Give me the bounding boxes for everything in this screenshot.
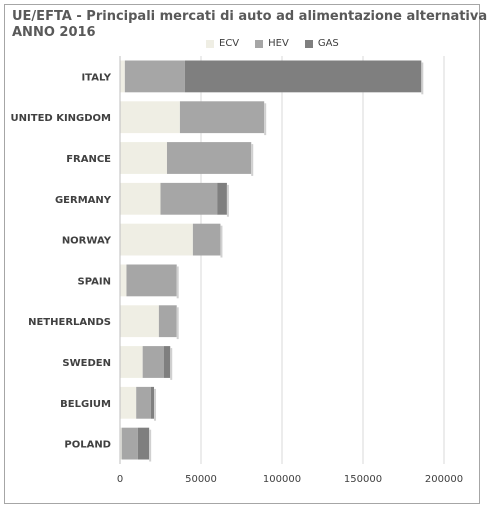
bar-shadow (176, 307, 179, 340)
bar-segment-hev (121, 427, 138, 460)
bar-shadow (170, 348, 173, 380)
chart-title: UE/EFTA - Principali mercati di auto ad … (12, 9, 487, 41)
bar-shadow (149, 429, 152, 462)
bar-segment-hev (166, 142, 252, 174)
chart-title-line1: UE/EFTA - Principali mercati di auto ad … (12, 9, 487, 24)
bar-segment-hev (126, 264, 177, 297)
bar-segment-ecv (120, 264, 127, 297)
category-label: BELGIUM (60, 399, 111, 410)
chart-legend: ECV HEV GAS (206, 38, 339, 49)
bar-segment-hev (179, 101, 265, 134)
category-label: NORWAY (62, 236, 112, 247)
x-tick-label: 100000 (263, 474, 301, 485)
bar-shadow (226, 184, 229, 217)
bar-segment-ecv (120, 223, 193, 256)
x-tick-label: 50000 (185, 474, 217, 485)
category-label: SWEDEN (62, 358, 111, 369)
legend-item-hev: HEV (255, 38, 289, 49)
bar-segment-hev (136, 386, 151, 419)
bar-segment-gas (163, 346, 171, 378)
legend-swatch-hev (255, 39, 264, 48)
category-label: GERMANY (55, 195, 112, 206)
bar-segment-ecv (120, 101, 180, 134)
category-label: UNITED KINGDOM (11, 113, 111, 124)
bar-segment-ecv (120, 305, 159, 338)
legend-swatch-ecv (206, 39, 214, 48)
bar-shadow (251, 144, 254, 176)
legend-item-ecv: ECV (206, 38, 239, 49)
bar-segment-ecv (120, 182, 161, 215)
bar-segment-gas (150, 386, 155, 419)
category-label: POLAND (64, 440, 111, 451)
legend-label-hev: HEV (268, 38, 289, 49)
category-label: SPAIN (78, 276, 111, 287)
chart-title-line2: ANNO 2016 (12, 25, 96, 40)
x-tick-label: 150000 (344, 474, 382, 485)
bar-shadow (421, 62, 424, 95)
legend-swatch-gas (304, 39, 313, 48)
bar-segment-hev (124, 60, 185, 93)
bar-shadow (220, 225, 223, 258)
legend-label-ecv: ECV (219, 38, 240, 49)
bar-shadow (176, 266, 179, 299)
bar-segment-ecv (120, 60, 125, 93)
legend-item-gas: GAS (304, 38, 339, 49)
category-label: NETHERLANDS (28, 317, 111, 328)
category-label: ITALY (81, 72, 111, 83)
bar-segment-hev (192, 223, 221, 256)
bar-segment-gas (184, 60, 422, 93)
bar-segment-ecv (120, 346, 143, 378)
bar-shadow (154, 388, 157, 421)
bar-segment-ecv (120, 427, 122, 460)
bar-segment-hev (142, 346, 164, 378)
bar-segment-ecv (120, 386, 137, 419)
bar-segment-hev (160, 182, 218, 215)
bar-shadow (264, 103, 267, 136)
bar-segment-ecv (120, 142, 167, 174)
bar-segment-gas (217, 182, 227, 215)
x-tick-label: 0 (117, 474, 123, 485)
x-tick-label: 200000 (425, 474, 463, 485)
bar-segment-gas (137, 427, 150, 460)
legend-label-gas: GAS (317, 38, 339, 49)
category-label: FRANCE (66, 154, 111, 165)
bar-segment-hev (158, 305, 177, 338)
